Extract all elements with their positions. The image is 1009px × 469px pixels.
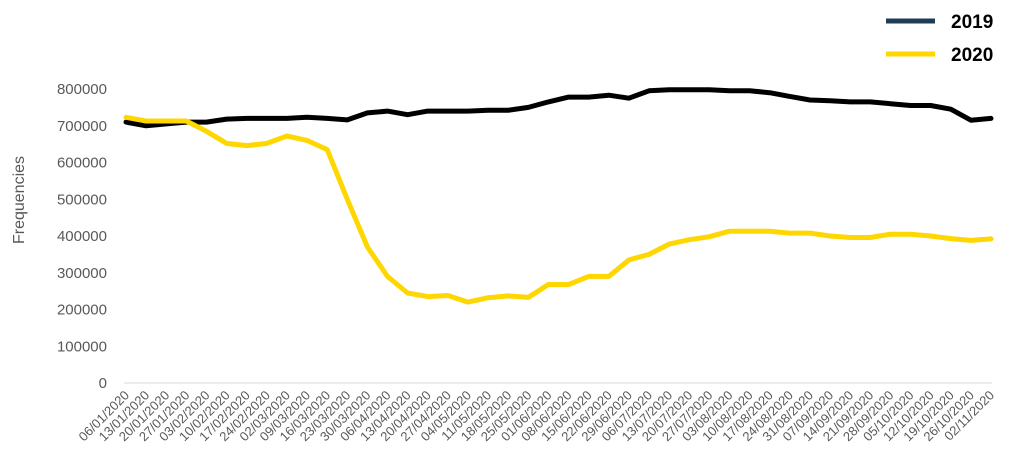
x-axis-ticks: 06/01/202013/01/202020/01/202027/01/2020… [75, 388, 997, 445]
y-tick-label: 500000 [57, 191, 107, 208]
legend-label-2020: 2020 [951, 45, 993, 66]
legend-label-2019: 2019 [951, 12, 993, 33]
y-tick-label: 100000 [57, 338, 107, 355]
series-line-2020 [123, 114, 994, 305]
y-tick-label: 200000 [57, 302, 107, 319]
y-tick-label: 400000 [57, 228, 107, 245]
y-tick-label: 0 [99, 375, 107, 392]
y-axis-title: Frequencies [11, 156, 28, 244]
series-line-2019 [123, 87, 994, 129]
y-axis-ticks: 800000 700000 600000 500000 400000 300000 2000… [57, 81, 107, 392]
y-tick-label: 300000 [57, 265, 107, 282]
y-tick-label: 800000 [57, 81, 107, 98]
series-lines [123, 87, 994, 305]
y-tick-label: 600000 [57, 155, 107, 172]
legend: 2019 2020 [886, 12, 993, 66]
y-tick-label: 700000 [57, 118, 107, 135]
